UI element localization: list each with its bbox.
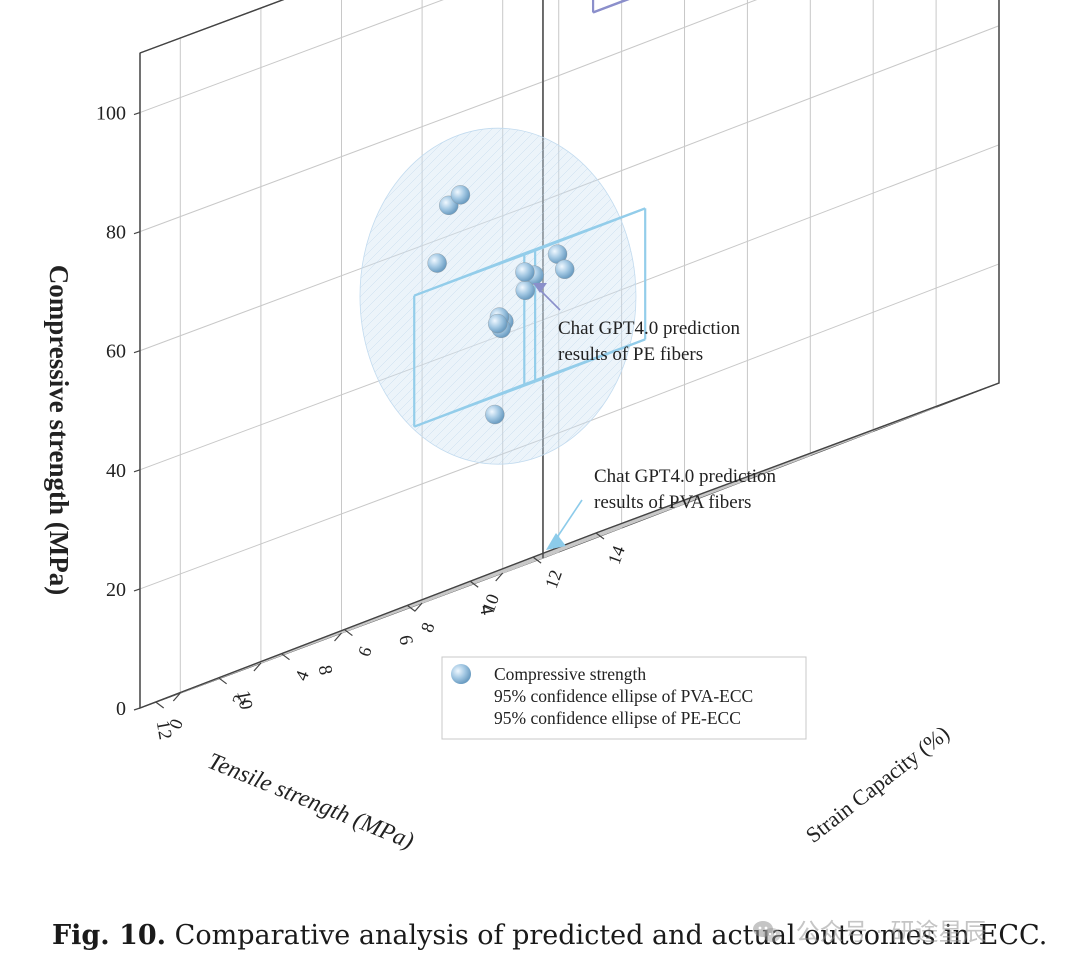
pva-prediction-box-edge bbox=[413, 252, 525, 297]
gridline-z bbox=[139, 81, 544, 233]
annotation-pe-arrowhead bbox=[533, 283, 547, 293]
point-pva bbox=[427, 253, 447, 273]
pva-prediction-box-edge bbox=[534, 338, 646, 383]
y-tick-label: 4 bbox=[291, 668, 313, 683]
annotations: Chat GPT4.0 prediction results of PE fibe… bbox=[533, 283, 777, 550]
x-tick-mark bbox=[495, 572, 504, 582]
gridline-y bbox=[281, 503, 685, 655]
legend-box bbox=[441, 656, 807, 740]
z-tick-label: 80 bbox=[106, 222, 126, 244]
gridline-y bbox=[344, 479, 748, 631]
y-tick-label: 8 bbox=[417, 620, 439, 635]
wechat-icon bbox=[753, 921, 781, 942]
gridline-z bbox=[139, 0, 444, 114]
z-tick-mark bbox=[133, 111, 141, 116]
z-tick-mark bbox=[133, 469, 141, 473]
confidence-ellipses bbox=[359, 127, 637, 465]
x-tick-label: 8 bbox=[314, 664, 336, 677]
y-axis-label: Strain Capacity (%) bbox=[801, 720, 954, 847]
annotation-pe: Chat GPT4.0 prediction results of PE fibe… bbox=[533, 283, 741, 365]
pva-prediction-box-edge bbox=[413, 383, 525, 428]
x-axis-label: Tensile strength (MPa) bbox=[204, 748, 417, 854]
x-tick-label: 10 bbox=[232, 689, 256, 711]
annotation-pva-text: Chat GPT4.0 prediction bbox=[594, 466, 777, 487]
legend-entry: 95% confidence ellipse of PE-ECC bbox=[494, 708, 741, 728]
legend-marker-points bbox=[451, 664, 471, 684]
z-tick-mark bbox=[133, 231, 141, 235]
annotation-pva-text: results of PVA fibers bbox=[594, 492, 751, 513]
point-pva bbox=[515, 280, 535, 300]
y-tick-mark bbox=[344, 629, 353, 637]
gridlines bbox=[139, 0, 1000, 710]
caption-text: Comparative analysis of predicted and ac… bbox=[174, 920, 1048, 951]
ellipse-pva-ecc-mesh bbox=[359, 128, 636, 465]
watermark-text: 公众号 · 研途星辰 bbox=[795, 918, 987, 946]
gridline-y bbox=[155, 551, 559, 703]
legend-entry: Compressive strength bbox=[494, 664, 646, 684]
y-tick-label: 12 bbox=[541, 567, 566, 591]
chart-3d-scatter: 020406080100468101202468101214Compressiv… bbox=[44, 0, 1000, 855]
annotation-pva: Chat GPT4.0 prediction results of PVA fib… bbox=[546, 466, 777, 550]
watermark: 公众号 · 研途星辰 bbox=[752, 912, 987, 947]
y-tick-mark bbox=[281, 653, 290, 661]
pe-prediction-box-edge bbox=[592, 0, 629, 14]
annotation-pe-leader bbox=[539, 289, 561, 311]
point-pva bbox=[488, 313, 508, 334]
y-tick-mark bbox=[595, 532, 605, 540]
point-pva bbox=[555, 259, 575, 279]
gridline-z bbox=[139, 438, 544, 590]
gridline-z bbox=[542, 0, 758, 83]
x-tick-label: 6 bbox=[394, 634, 416, 647]
z-tick-mark bbox=[133, 588, 141, 592]
gridline-y bbox=[470, 430, 874, 582]
gridline-z bbox=[542, 263, 1000, 440]
y-tick-mark bbox=[406, 604, 416, 612]
y-tick-label: 14 bbox=[604, 543, 629, 567]
z-tick-label: 20 bbox=[106, 579, 126, 601]
gridline-y bbox=[218, 527, 622, 679]
y-tick-mark bbox=[532, 556, 542, 564]
annotation-pva-arrowhead bbox=[546, 533, 566, 550]
figure-caption: Fig. 10. Comparative analysis of predict… bbox=[52, 920, 1052, 951]
x-tick-mark bbox=[172, 692, 181, 702]
z-tick-mark bbox=[133, 707, 141, 711]
x-tick-label: 12 bbox=[152, 719, 176, 741]
z-tick-mark bbox=[133, 350, 141, 354]
box-top-edge bbox=[139, 0, 285, 54]
x-tick-mark bbox=[253, 662, 262, 672]
pe-prediction-box bbox=[591, 0, 630, 14]
z-tick-label: 60 bbox=[106, 341, 126, 363]
z-axis-label: Compressive strength (MPa) bbox=[44, 265, 74, 595]
caption-label: Fig. 10. bbox=[52, 920, 167, 951]
legend-entry: 95% confidence ellipse of PVA-ECC bbox=[494, 686, 753, 706]
gridline-z bbox=[542, 25, 1000, 202]
pva-prediction-box bbox=[413, 207, 647, 428]
pva-prediction-box-edge bbox=[534, 207, 646, 252]
y-tick-mark bbox=[218, 677, 227, 685]
point-pva bbox=[450, 185, 471, 205]
y-tick-mark bbox=[469, 580, 479, 588]
z-tick-label: 0 bbox=[116, 698, 126, 720]
x-tick-label: 4 bbox=[475, 604, 497, 617]
point-pva bbox=[485, 404, 505, 425]
prediction-boxes bbox=[413, 0, 647, 428]
x-tick-mark bbox=[334, 632, 342, 642]
z-tick-label: 40 bbox=[106, 460, 126, 482]
annotation-pe-text: Chat GPT4.0 prediction bbox=[558, 318, 741, 339]
data-points bbox=[427, 185, 575, 425]
x-tick-mark bbox=[414, 602, 423, 612]
z-tick-label: 100 bbox=[96, 103, 126, 125]
y-tick-label: 6 bbox=[354, 644, 376, 659]
y-tick-mark bbox=[155, 701, 165, 709]
point-pva bbox=[515, 262, 535, 282]
y-tick-label: 10 bbox=[478, 591, 503, 615]
annotation-pe-text: results of PE fibers bbox=[558, 344, 703, 365]
gridline-y bbox=[407, 454, 811, 606]
